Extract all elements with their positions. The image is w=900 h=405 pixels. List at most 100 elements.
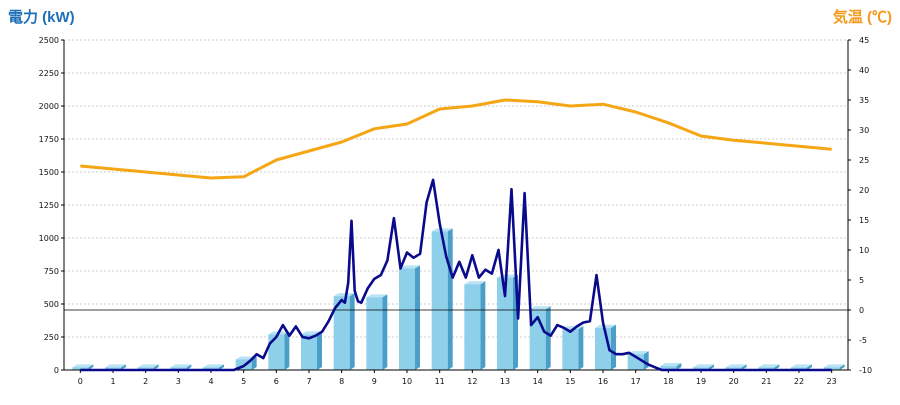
bar — [333, 296, 350, 370]
bar — [725, 367, 742, 370]
bar-side — [121, 364, 126, 370]
left-tick-label: 1000 — [39, 234, 59, 243]
bar — [399, 268, 415, 370]
bar — [660, 366, 677, 370]
bar-top — [366, 294, 388, 298]
bar-top — [791, 364, 812, 368]
bar — [268, 334, 285, 370]
right-axis-title: 気温 (℃) — [832, 9, 892, 26]
x-tick-label: 17 — [631, 377, 641, 386]
x-tick-label: 3 — [176, 377, 181, 386]
bar-side — [839, 364, 845, 370]
x-tick-label: 20 — [729, 377, 739, 386]
bar-top — [725, 364, 747, 368]
bar — [497, 277, 513, 370]
left-tick-label: 1250 — [39, 201, 59, 210]
bar-side — [219, 364, 224, 370]
left-axis-title: 電力 (kW) — [8, 9, 75, 26]
bar-side — [611, 324, 616, 370]
bar — [105, 367, 121, 370]
bar-side — [643, 351, 649, 370]
bar-side — [741, 364, 747, 370]
bar-side — [447, 228, 453, 370]
right-tick-label: 5 — [859, 276, 864, 285]
bar — [791, 367, 807, 370]
left-tick-label: 500 — [44, 300, 59, 309]
bar-side — [88, 364, 94, 370]
x-tick-label: 22 — [794, 377, 804, 386]
bar-side — [709, 364, 714, 370]
x-tick-label: 9 — [372, 377, 377, 386]
bar — [72, 367, 89, 370]
bar-side — [415, 265, 420, 370]
bar-top — [823, 364, 845, 368]
x-tick-label: 14 — [533, 377, 543, 386]
x-tick-label: 4 — [208, 377, 213, 386]
right-tick-label: 10 — [859, 246, 869, 255]
right-tick-label: 45 — [859, 36, 869, 45]
right-tick-label: 0 — [859, 306, 864, 315]
bar-side — [545, 306, 551, 370]
bar — [170, 367, 187, 370]
bar-top — [627, 351, 649, 355]
x-tick-label: 23 — [827, 377, 837, 386]
bar-top — [529, 306, 551, 310]
bar-top — [464, 281, 486, 285]
bar — [758, 367, 775, 370]
left-tick-label: 1500 — [39, 168, 59, 177]
bar-top — [595, 324, 616, 328]
bar — [366, 297, 383, 370]
bar — [203, 367, 219, 370]
bar-side — [317, 331, 322, 370]
temperature-line — [80, 98, 832, 180]
x-tick-label: 12 — [467, 377, 477, 386]
bar — [562, 329, 579, 370]
x-tick-label: 18 — [663, 377, 673, 386]
bar-top — [333, 293, 355, 297]
right-tick-label: 15 — [859, 216, 869, 225]
left-tick-label: 2250 — [39, 69, 59, 78]
bar-top — [660, 363, 682, 367]
left-tick-label: 250 — [44, 333, 59, 342]
bar-top — [399, 265, 420, 269]
left-tick-label: 2500 — [39, 36, 59, 45]
right-tick-label: -10 — [859, 366, 872, 375]
x-tick-label: 11 — [435, 377, 445, 386]
x-tick-label: 19 — [696, 377, 706, 386]
x-tick-label: 15 — [565, 377, 575, 386]
bar-side — [480, 281, 486, 370]
left-tick-label: 2000 — [39, 102, 59, 111]
bar-top — [105, 364, 126, 368]
x-tick-label: 1 — [110, 377, 115, 386]
bar-top — [170, 364, 192, 368]
bar — [693, 367, 709, 370]
bar-top — [137, 364, 159, 368]
x-tick-label: 13 — [500, 377, 510, 386]
bar-top — [693, 364, 714, 368]
x-tick-label: 10 — [402, 377, 412, 386]
x-tick-label: 0 — [78, 377, 83, 386]
right-tick-label: -5 — [859, 336, 867, 345]
x-tick-label: 5 — [241, 377, 246, 386]
right-tick-label: 35 — [859, 96, 869, 105]
bar-side — [774, 364, 780, 370]
x-tick-label: 6 — [274, 377, 279, 386]
x-tick-label: 8 — [339, 377, 344, 386]
x-tick-label: 7 — [306, 377, 311, 386]
x-tick-label: 16 — [598, 377, 608, 386]
right-tick-label: 20 — [859, 186, 869, 195]
x-tick-label: 21 — [761, 377, 771, 386]
right-tick-label: 40 — [859, 66, 869, 75]
bar — [431, 231, 448, 370]
left-tick-label: 0 — [54, 366, 59, 375]
bar-top — [758, 364, 780, 368]
bar — [137, 367, 154, 370]
left-tick-label: 1750 — [39, 135, 59, 144]
right-tick-label: 30 — [859, 126, 869, 135]
bar-side — [676, 363, 682, 370]
bar-side — [382, 294, 388, 370]
bar-side — [284, 331, 290, 370]
bar-side — [807, 364, 812, 370]
